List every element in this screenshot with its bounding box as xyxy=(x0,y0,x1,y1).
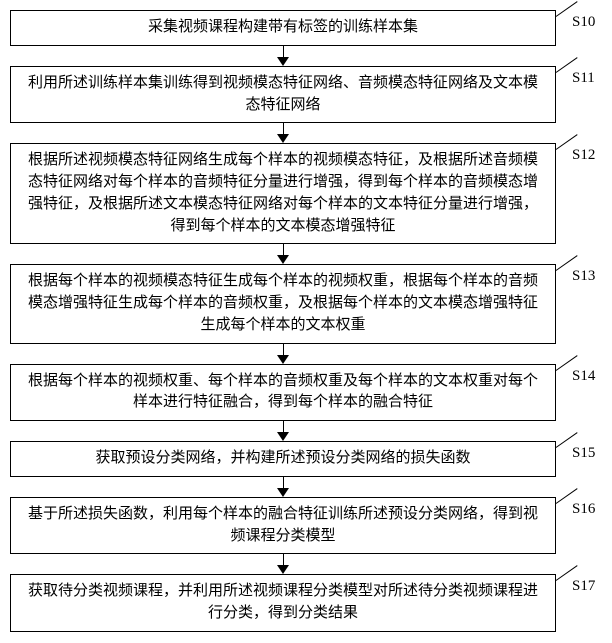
step-row: 利用所述训练样本集训练得到视频模态特征网络、音频模态特征网络及文本模态特征网络 … xyxy=(10,66,602,124)
step-row: 根据所述视频模态特征网络生成每个样本的视频模态特征，及根据所述音频模态特征网络对… xyxy=(10,143,602,244)
arrow-icon xyxy=(10,46,556,66)
step-id: S12 xyxy=(572,148,602,163)
step-box-s17: 获取待分类视频课程，并利用所述视频课程分类模型对所述待分类视频课程进行分类，得到… xyxy=(10,574,556,632)
step-row: 根据每个样本的视频模态特征生成每个样本的视频权重，根据每个样本的音频模态增强特征… xyxy=(10,264,602,343)
arrow-icon xyxy=(10,421,556,441)
step-box-s11: 利用所述训练样本集训练得到视频模态特征网络、音频模态特征网络及文本模态特征网络 xyxy=(10,66,556,124)
step-box-s14: 根据每个样本的视频权重、每个样本的音频权重及每个样本的文本权重对每个样本进行特征… xyxy=(10,364,556,422)
step-box-s15: 获取预设分类网络，并构建所述预设分类网络的损失函数 xyxy=(10,441,556,477)
step-id: S14 xyxy=(572,369,602,384)
step-id: S10 xyxy=(572,15,602,30)
step-label-s12: S12 xyxy=(562,139,602,163)
step-box-s16: 基于所述损失函数，利用每个样本的融合特征训练所述预设分类网络，得到视频课程分类模… xyxy=(10,497,556,555)
arrow-icon xyxy=(10,244,556,264)
step-row: 获取预设分类网络，并构建所述预设分类网络的损失函数 S15 xyxy=(10,441,602,477)
flowchart-container: 采集视频课程构建带有标签的训练样本集 S10 利用所述训练样本集训练得到视频模态… xyxy=(10,10,602,632)
step-label-s14: S14 xyxy=(562,360,602,384)
step-label-s11: S11 xyxy=(562,62,602,86)
step-row: 根据每个样本的视频权重、每个样本的音频权重及每个样本的文本权重对每个样本进行特征… xyxy=(10,364,602,422)
step-row: 获取待分类视频课程，并利用所述视频课程分类模型对所述待分类视频课程进行分类，得到… xyxy=(10,574,602,632)
step-box-s10: 采集视频课程构建带有标签的训练样本集 xyxy=(10,10,556,46)
step-label-s16: S16 xyxy=(562,493,602,517)
step-id: S16 xyxy=(572,502,602,517)
arrow-icon xyxy=(10,123,556,143)
step-id: S15 xyxy=(572,446,602,461)
step-id: S11 xyxy=(572,71,602,86)
step-box-s12: 根据所述视频模态特征网络生成每个样本的视频模态特征，及根据所述音频模态特征网络对… xyxy=(10,143,556,244)
step-row: 基于所述损失函数，利用每个样本的融合特征训练所述预设分类网络，得到视频课程分类模… xyxy=(10,497,602,555)
step-row: 采集视频课程构建带有标签的训练样本集 S10 xyxy=(10,10,602,46)
step-id: S13 xyxy=(572,269,602,284)
step-box-s13: 根据每个样本的视频模态特征生成每个样本的视频权重，根据每个样本的音频模态增强特征… xyxy=(10,264,556,343)
step-id: S17 xyxy=(572,579,602,594)
arrow-icon xyxy=(10,554,556,574)
step-label-s17: S17 xyxy=(562,570,602,594)
step-label-s15: S15 xyxy=(562,437,602,461)
arrow-icon xyxy=(10,477,556,497)
arrow-icon xyxy=(10,344,556,364)
step-label-s10: S10 xyxy=(562,6,602,30)
step-label-s13: S13 xyxy=(562,260,602,284)
